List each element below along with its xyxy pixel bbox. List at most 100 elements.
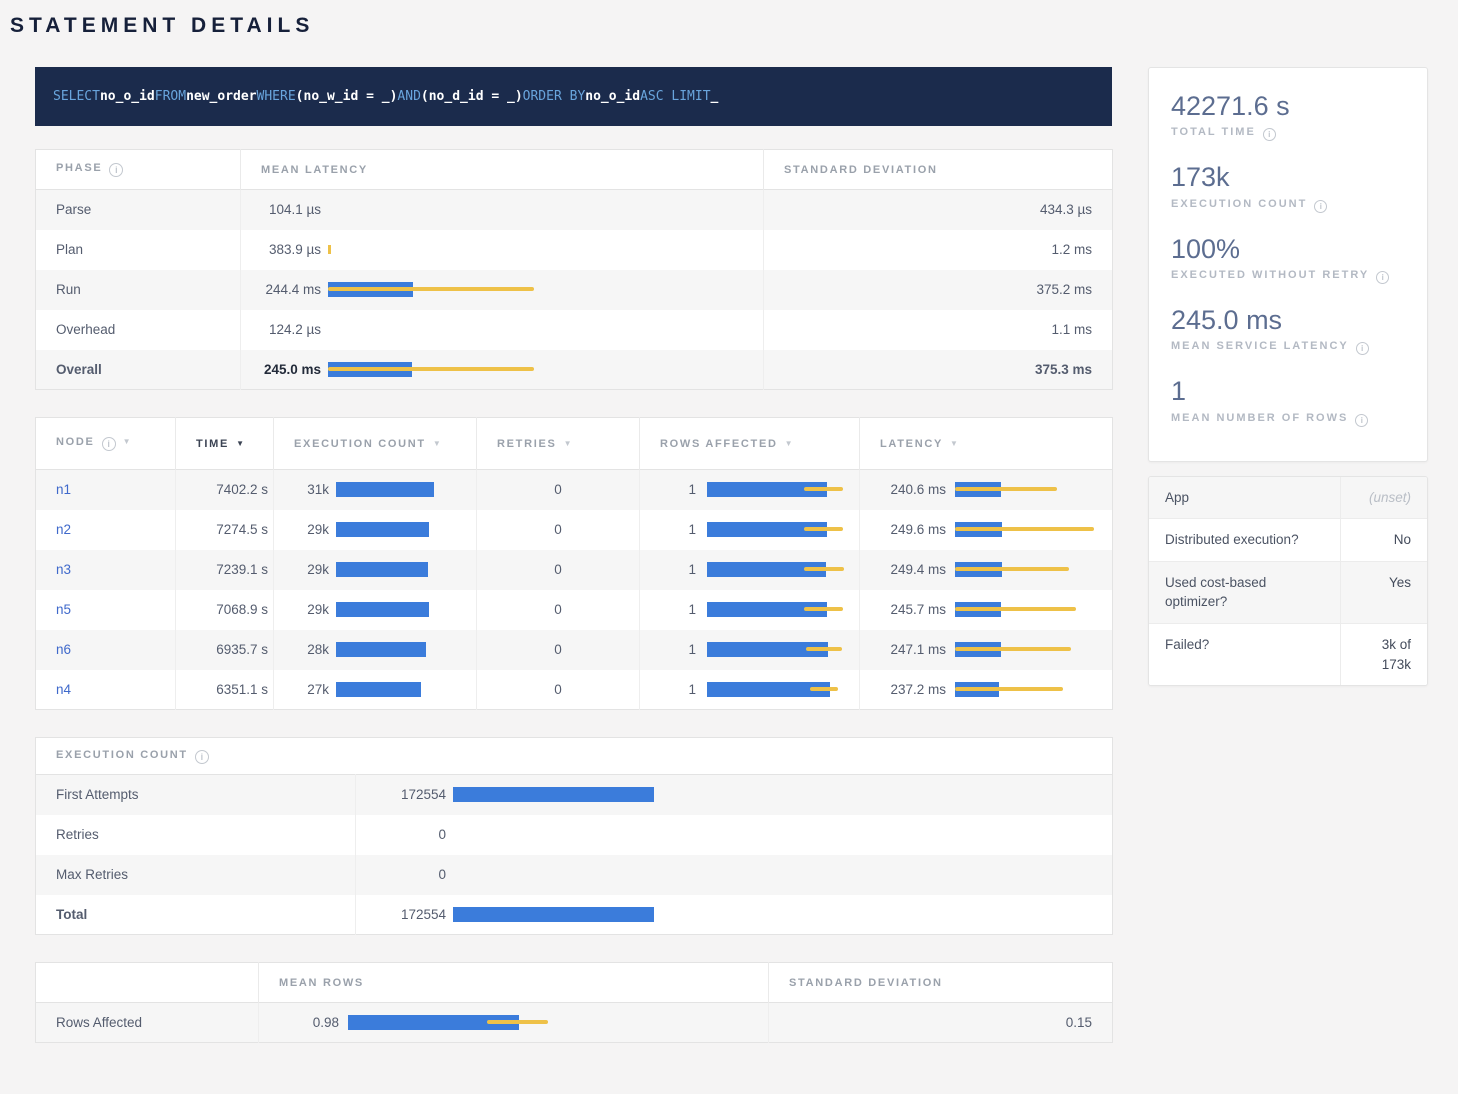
info-icon[interactable]: i <box>1355 342 1369 356</box>
stat-value: 173k <box>1171 162 1230 193</box>
phase-row: Run 244.4 ms 375.2 ms <box>35 269 1113 310</box>
mean-bar <box>348 1015 519 1030</box>
bar-chart <box>328 242 333 257</box>
bar-chart <box>453 787 654 803</box>
column-header-latency[interactable]: LATENCY ▼ <box>859 417 1113 470</box>
retries-cell: 0 <box>476 669 640 710</box>
value-label: 0 <box>438 827 446 842</box>
info-icon[interactable]: i <box>1376 271 1390 285</box>
value-label: 29k <box>307 562 329 577</box>
phase-label: Overhead <box>56 322 116 337</box>
mean-bar <box>707 642 828 657</box>
stddev-bar <box>804 527 843 531</box>
value-label: 245.7 ms <box>890 602 946 617</box>
stddev-bar <box>804 607 843 611</box>
bar-chart <box>955 522 1094 537</box>
mean-rows-cell: 0.98 <box>258 1002 769 1043</box>
stddev-bar <box>806 647 842 651</box>
node-link[interactable]: n2 <box>56 522 72 537</box>
node-link[interactable]: n6 <box>56 642 72 657</box>
bar-chart <box>453 906 654 922</box>
node-cell: n2 <box>36 510 176 550</box>
node-row: n3 7239.1 s 29k 0 1 249.4 ms <box>35 549 1113 590</box>
app-detail-row: Used cost-based optimizer? Yes <box>1149 560 1427 623</box>
latency-cell: 249.6 ms <box>859 509 1113 550</box>
node-stats-table: NODE i ▼ TIME ▼ EXECUTION COUNT ▼ RETRIES ▼ ROWS … <box>35 417 1113 710</box>
sql-keyword: WHERE <box>256 89 296 104</box>
bar-chart <box>336 522 429 537</box>
count-cell: 0 <box>355 854 1113 895</box>
latency-cell: 249.4 ms <box>859 549 1113 590</box>
value-label: 124.2 µs <box>268 322 321 337</box>
column-header-phase[interactable]: PHASE i <box>35 149 241 190</box>
mean-bar <box>707 681 830 697</box>
column-header-execution-count[interactable]: EXECUTION COUNT ▼ <box>273 417 477 470</box>
row-label: Total <box>56 906 88 922</box>
value-label: 1 <box>688 482 696 498</box>
page-title: STATEMENT DETAILS <box>10 14 315 37</box>
sql-statement: SELECT no_o_id FROM new_order WHERE (no_… <box>35 67 1112 126</box>
value-label: 31k <box>307 482 329 498</box>
stddev-bar <box>955 607 1076 611</box>
info-icon[interactable]: i <box>1355 413 1369 427</box>
phase-row: Overall 245.0 ms 375.3 ms <box>35 349 1113 390</box>
bar-chart <box>328 282 534 297</box>
sort-desc-icon[interactable]: ▼ <box>784 438 793 448</box>
stddev-bar <box>804 487 843 492</box>
sort-desc-icon[interactable]: ▼ <box>122 437 131 446</box>
node-cell: n3 <box>36 550 176 590</box>
phase-label: Parse <box>56 202 92 218</box>
column-header-time[interactable]: TIME ▼ <box>175 417 274 470</box>
sql-keyword: ORDER BY <box>522 89 586 104</box>
retries-cell: 0 <box>476 549 640 590</box>
execution-count-cell: 29k <box>273 509 477 550</box>
column-header-mean-rows: MEAN ROWS <box>258 962 769 1003</box>
column-header-blank <box>35 962 259 1003</box>
column-header-mean-latency[interactable]: MEAN LATENCY <box>240 149 764 190</box>
main-column: SELECT no_o_id FROM new_order WHERE (no_… <box>35 67 1113 1070</box>
value-label: 249.4 ms <box>890 562 946 577</box>
mean-bar <box>707 602 827 617</box>
value-label: 172554 <box>400 906 446 922</box>
info-icon[interactable]: i <box>194 749 209 764</box>
rows-affected-cell: 1 <box>639 589 860 630</box>
phase-label: Overall <box>56 361 102 377</box>
sort-desc-icon[interactable]: ▼ <box>950 438 958 448</box>
mean-bar <box>707 522 827 537</box>
value-label: 172554 <box>400 787 446 803</box>
info-icon[interactable]: i <box>1262 128 1276 142</box>
value-label: 240.6 ms <box>890 482 946 498</box>
stat-total-time: 42271.6 s TOTAL TIME i <box>1171 92 1405 142</box>
stddev-bar <box>955 686 1063 691</box>
sort-desc-icon[interactable]: ▼ <box>563 438 572 448</box>
stat-execution-count: 173k EXECUTION COUNT i <box>1171 162 1405 213</box>
rows-affected-cell: 1 <box>639 549 860 590</box>
column-header-retries[interactable]: RETRIES ▼ <box>476 417 640 470</box>
value-label: 1 <box>688 602 696 617</box>
column-header-rows-affected[interactable]: ROWS AFFECTED ▼ <box>639 417 860 470</box>
bar-chart <box>955 642 1071 657</box>
sort-desc-icon[interactable]: ▼ <box>432 438 441 448</box>
phase-label: Plan <box>56 242 84 257</box>
node-link[interactable]: n5 <box>56 602 72 617</box>
rows-affected-cell: 1 <box>639 469 860 510</box>
column-header-node[interactable]: NODE i ▼ <box>35 417 176 470</box>
node-link[interactable]: n4 <box>56 681 72 697</box>
column-header-standard-deviation[interactable]: STANDARD DEVIATION <box>763 149 1113 190</box>
rows-affected-cell: 1 <box>639 669 860 710</box>
value-label: 237.2 ms <box>890 681 946 697</box>
row-label: Max Retries <box>56 867 129 882</box>
node-link[interactable]: n3 <box>56 562 72 577</box>
info-icon[interactable]: i <box>1314 199 1328 213</box>
node-link[interactable]: n1 <box>56 482 72 498</box>
sort-desc-icon[interactable]: ▼ <box>236 438 244 448</box>
bar-chart <box>707 562 844 577</box>
bar-chart <box>336 642 426 657</box>
detail-value: Yes <box>1388 574 1411 590</box>
info-icon[interactable]: i <box>109 163 124 177</box>
rows-affected-table: MEAN ROWS STANDARD DEVIATION Rows Affected… <box>35 962 1113 1043</box>
info-icon[interactable]: i <box>101 437 116 451</box>
row-label: Rows Affected <box>56 1015 143 1030</box>
detail-label: Used cost-based optimizer? <box>1149 561 1341 623</box>
execution-count-cell: 27k <box>273 669 477 710</box>
